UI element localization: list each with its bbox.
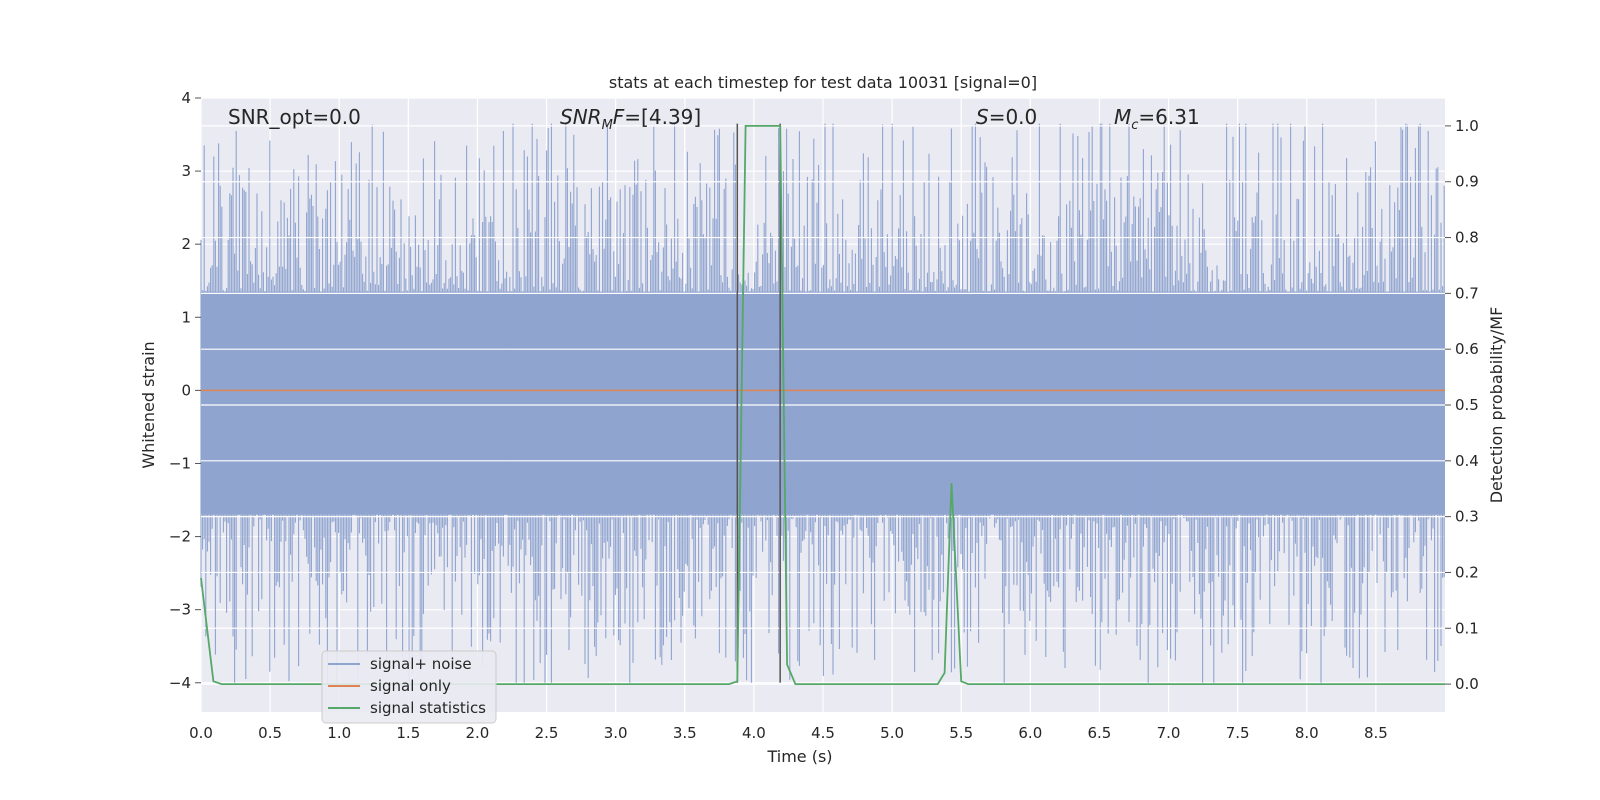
x-tick-label: 4.5	[811, 724, 835, 742]
x-tick-label: 5.0	[880, 724, 904, 742]
x-tick-label: 3.5	[673, 724, 697, 742]
y2-tick-label: 0.3	[1455, 508, 1479, 526]
x-tick-label: 0.5	[258, 724, 282, 742]
y2-tick-label: 0.7	[1455, 284, 1479, 302]
y-tick-label: 0	[181, 381, 191, 399]
vertical-markers	[736, 123, 781, 683]
x-tick-label: 6.0	[1018, 724, 1042, 742]
legend-label-signal-noise: signal+ noise	[370, 655, 472, 673]
x-tick-label: 5.5	[949, 724, 973, 742]
y2-tick-label: 0.1	[1455, 619, 1479, 637]
x-tick-label: 2.5	[535, 724, 559, 742]
y-tick-label: 1	[181, 308, 191, 326]
chart-title: stats at each timestep for test data 100…	[609, 73, 1037, 92]
x-tick-labels: 0.0 0.5 1.0 1.5 2.0 2.5 3.0 3.5 4.0 4.5 5.0 5.5 6.0 6…	[189, 724, 1388, 742]
y2-tick-label: 0.9	[1455, 173, 1479, 191]
x-tick-label: 1.5	[396, 724, 420, 742]
legend-label-signal-only: signal only	[370, 677, 451, 695]
x-tick-label: 0.0	[189, 724, 213, 742]
x-tick-label: 2.0	[466, 724, 490, 742]
x-axis-label: Time (s)	[766, 747, 832, 766]
y-tick-label: −2	[169, 528, 191, 546]
y-tick-label: 3	[181, 162, 191, 180]
series-signal-noise	[200, 123, 1445, 683]
x-tick-label: 8.5	[1364, 724, 1388, 742]
annotation-snr-opt: SNR_opt=0.0	[228, 105, 361, 129]
annotation-s: S=0.0	[976, 105, 1037, 129]
legend-box	[321, 650, 497, 724]
y2-tick-label: 0.4	[1455, 452, 1479, 470]
y2-tick-label: 0.2	[1455, 563, 1479, 581]
y-tick-label: 2	[181, 235, 191, 253]
annotation-mc: Mc=6.31	[1114, 105, 1200, 133]
x-tick-label: 6.5	[1088, 724, 1112, 742]
annotation-snr-mf: SNRMF=[4.39]	[560, 105, 701, 133]
y-tick-label: −3	[169, 601, 191, 619]
annotations: SNR_opt=0.0 SNRMF=[4.39] S=0.0 Mc=6.31	[228, 105, 1200, 133]
x-tick-label: 7.0	[1157, 724, 1181, 742]
y-tick-label: −4	[169, 674, 191, 692]
y-axis-label: Whitened strain	[139, 341, 158, 468]
y2-tick-label: 0.6	[1455, 340, 1479, 358]
legend-label-signal-statistics: signal statistics	[370, 699, 486, 717]
x-tick-label: 7.5	[1226, 724, 1250, 742]
y2-tick-label: 0.8	[1455, 229, 1479, 247]
y-tick-label: 4	[181, 89, 191, 107]
legend: signal+ noise signal only signal statist…	[321, 650, 497, 724]
x-tick-label: 3.0	[604, 724, 628, 742]
y2-tick-label: 1.0	[1455, 117, 1479, 135]
x-tick-label: 4.0	[742, 724, 766, 742]
y2-tick-label: 0.5	[1455, 396, 1479, 414]
y-tick-labels: 4 3 2 1 0 −1 −2 −3 −4	[169, 89, 201, 692]
y-tick-label: −1	[169, 454, 191, 472]
y2-tick-labels: 1.0 0.9 0.8 0.7 0.6 0.5 0.4 0.3 0.2 0.1 0.0	[1445, 117, 1479, 693]
noise-trace	[200, 123, 1445, 683]
x-tick-label: 8.0	[1295, 724, 1319, 742]
x-tick-label: 1.0	[327, 724, 351, 742]
y2-axis-label: Detection probability/MF	[1487, 307, 1506, 504]
y2-tick-label: 0.0	[1455, 675, 1479, 693]
